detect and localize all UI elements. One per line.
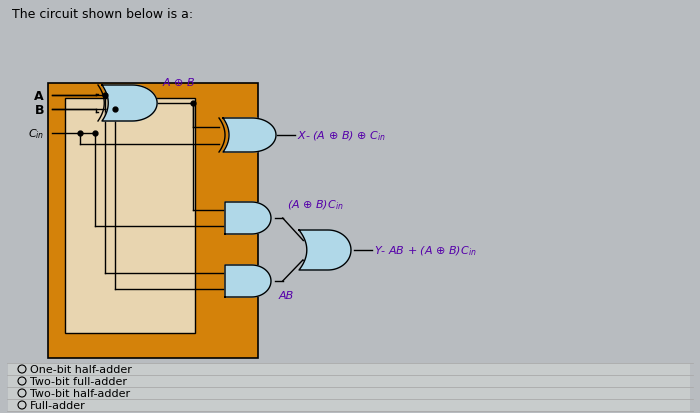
Text: (A $\oplus$ B)$C_{in}$: (A $\oplus$ B)$C_{in}$ — [287, 198, 343, 211]
Text: X- (A $\oplus$ B) $\oplus$ $C_{in}$: X- (A $\oplus$ B) $\oplus$ $C_{in}$ — [297, 129, 386, 142]
Polygon shape — [102, 86, 157, 122]
Polygon shape — [225, 202, 271, 235]
Text: The circuit shown below is a:: The circuit shown below is a: — [12, 7, 193, 21]
Text: One-bit half-adder: One-bit half-adder — [30, 364, 132, 374]
Text: Two-bit half-adder: Two-bit half-adder — [30, 388, 130, 398]
Text: $C_{in}$: $C_{in}$ — [28, 127, 44, 140]
Text: Full-adder: Full-adder — [30, 400, 86, 410]
Bar — [65, 99, 195, 333]
Text: AB: AB — [279, 290, 294, 300]
Bar — [48, 84, 258, 358]
Text: A $\oplus$ B: A $\oplus$ B — [162, 76, 196, 88]
Text: B: B — [34, 103, 44, 116]
Polygon shape — [223, 119, 276, 153]
Text: Y- AB + (A $\oplus$ B)$C_{in}$: Y- AB + (A $\oplus$ B)$C_{in}$ — [374, 244, 477, 257]
Text: Two-bit full-adder: Two-bit full-adder — [30, 376, 127, 386]
Bar — [8, 363, 690, 411]
Polygon shape — [225, 266, 271, 297]
Text: A: A — [34, 89, 44, 102]
Polygon shape — [299, 230, 351, 271]
